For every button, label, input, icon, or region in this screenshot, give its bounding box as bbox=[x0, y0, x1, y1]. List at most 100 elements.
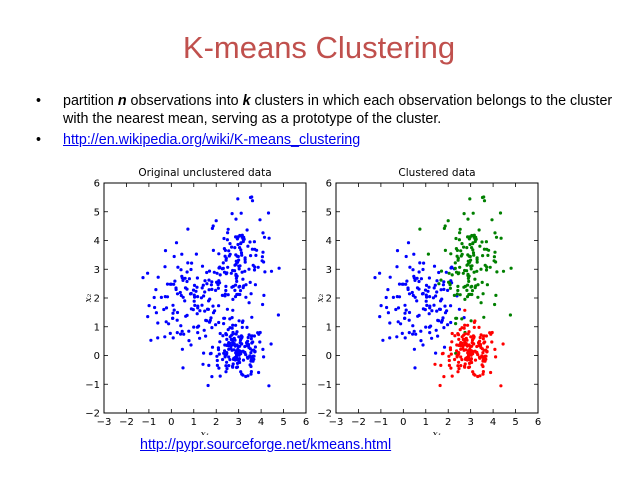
data-point bbox=[420, 292, 425, 296]
data-point bbox=[428, 331, 432, 335]
data-point bbox=[456, 364, 460, 368]
data-point bbox=[203, 309, 207, 313]
data-point bbox=[163, 265, 167, 269]
x-tick-label: 4 bbox=[490, 417, 496, 428]
bullet-dot-icon: • bbox=[36, 93, 42, 109]
data-point bbox=[428, 306, 432, 310]
data-point bbox=[201, 362, 205, 366]
data-point bbox=[450, 273, 454, 277]
data-point bbox=[210, 326, 214, 330]
pypr-link[interactable]: http://pypr.sourceforge.net/kmeans.html bbox=[140, 437, 392, 453]
data-point bbox=[163, 335, 167, 339]
x-tick-label: −3 bbox=[329, 417, 344, 428]
data-point bbox=[243, 256, 247, 260]
data-point bbox=[222, 322, 226, 326]
data-point bbox=[427, 285, 431, 289]
data-point bbox=[216, 281, 220, 285]
data-point bbox=[204, 318, 208, 322]
data-point bbox=[459, 347, 463, 351]
data-point bbox=[406, 241, 411, 245]
data-point bbox=[499, 384, 503, 388]
data-point bbox=[187, 339, 191, 343]
data-point bbox=[224, 353, 228, 357]
data-point bbox=[482, 195, 486, 199]
data-point bbox=[447, 358, 451, 363]
data-point bbox=[453, 357, 457, 362]
wikipedia-link[interactable]: http://en.wikipedia.org/wiki/K-means_clu… bbox=[63, 132, 361, 148]
data-point bbox=[421, 307, 425, 311]
data-point bbox=[240, 270, 244, 274]
data-point bbox=[165, 282, 170, 286]
data-point bbox=[413, 278, 417, 282]
data-point bbox=[198, 336, 202, 340]
data-point bbox=[395, 249, 400, 253]
data-point bbox=[215, 358, 219, 363]
data-point bbox=[482, 334, 486, 338]
data-point bbox=[241, 349, 245, 353]
data-point bbox=[179, 293, 183, 298]
data-point bbox=[250, 334, 254, 338]
data-point bbox=[244, 374, 248, 379]
data-point bbox=[441, 283, 445, 287]
data-point bbox=[384, 295, 388, 300]
data-point bbox=[250, 195, 254, 199]
data-point bbox=[508, 313, 512, 317]
data-point bbox=[465, 295, 470, 299]
data-point bbox=[233, 246, 237, 250]
data-point bbox=[438, 307, 442, 311]
data-point bbox=[437, 282, 441, 286]
data-point bbox=[175, 310, 180, 315]
data-point bbox=[442, 375, 446, 379]
data-point bbox=[195, 285, 199, 289]
data-point bbox=[403, 311, 407, 315]
data-point bbox=[447, 354, 451, 358]
data-point bbox=[185, 287, 189, 291]
data-point bbox=[501, 269, 506, 273]
data-point bbox=[185, 270, 189, 274]
data-point bbox=[466, 323, 470, 327]
data-point bbox=[214, 219, 218, 223]
data-point bbox=[217, 366, 221, 370]
data-point bbox=[439, 288, 443, 292]
data-point bbox=[399, 322, 403, 326]
data-point bbox=[469, 359, 473, 363]
data-point bbox=[445, 309, 449, 313]
data-point bbox=[439, 363, 443, 367]
data-point bbox=[209, 316, 213, 320]
data-point bbox=[239, 251, 244, 255]
data-point bbox=[171, 336, 175, 340]
x-tick-label: 0 bbox=[168, 417, 174, 428]
data-point bbox=[494, 235, 499, 239]
data-point bbox=[453, 266, 457, 270]
data-point bbox=[192, 299, 196, 303]
data-point bbox=[227, 341, 231, 345]
data-point bbox=[395, 295, 399, 299]
data-point bbox=[450, 266, 454, 270]
data-point bbox=[414, 332, 418, 336]
data-point bbox=[477, 341, 481, 345]
data-point bbox=[235, 279, 239, 283]
data-point bbox=[168, 331, 172, 335]
data-point bbox=[424, 283, 429, 287]
data-point bbox=[244, 295, 248, 299]
data-point bbox=[228, 242, 232, 246]
y-axis-label: x₂ bbox=[84, 293, 94, 302]
data-point bbox=[404, 254, 408, 259]
data-point bbox=[231, 297, 235, 301]
data-point bbox=[245, 325, 249, 329]
data-point bbox=[167, 322, 171, 326]
data-point bbox=[419, 339, 423, 343]
data-point bbox=[443, 224, 447, 228]
data-point bbox=[408, 265, 412, 269]
data-point bbox=[463, 297, 467, 301]
data-point bbox=[192, 293, 196, 297]
data-point bbox=[459, 254, 463, 258]
data-point bbox=[407, 292, 412, 296]
data-point bbox=[196, 331, 200, 335]
data-point bbox=[373, 276, 377, 280]
y-tick-label: −1 bbox=[85, 380, 100, 391]
data-point bbox=[186, 261, 190, 265]
data-point bbox=[146, 271, 150, 275]
data-point bbox=[406, 287, 410, 292]
data-point bbox=[443, 248, 447, 252]
